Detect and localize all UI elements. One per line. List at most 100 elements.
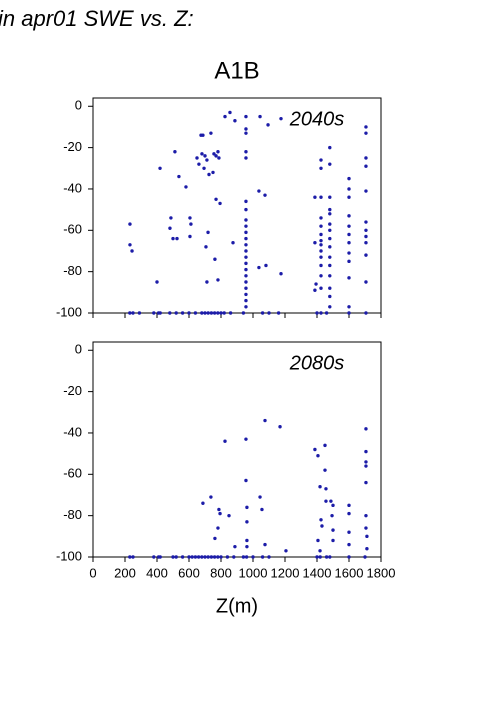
data-point <box>328 195 332 199</box>
data-point <box>244 286 248 290</box>
data-point <box>315 555 319 559</box>
data-point <box>365 547 369 551</box>
data-point <box>214 197 218 201</box>
data-point <box>276 311 281 315</box>
data-point <box>137 311 142 315</box>
data-point <box>347 232 351 237</box>
data-point <box>328 263 332 268</box>
data-point <box>264 263 268 268</box>
data-point <box>222 311 226 315</box>
data-point <box>244 224 248 228</box>
data-point <box>131 311 135 315</box>
data-point <box>217 507 221 512</box>
data-point <box>214 154 218 158</box>
data-point <box>206 230 210 235</box>
data-point <box>279 116 283 121</box>
data-point <box>363 555 367 559</box>
y-tick-label: -80 <box>63 263 82 278</box>
data-point <box>364 464 368 468</box>
data-point <box>174 555 178 559</box>
data-point <box>174 311 178 315</box>
data-point <box>260 555 265 559</box>
data-point <box>184 185 188 189</box>
data-point <box>347 251 351 255</box>
data-point <box>193 311 198 315</box>
data-point <box>328 555 332 559</box>
data-point <box>207 172 211 177</box>
data-point <box>319 158 323 162</box>
data-point <box>347 214 351 218</box>
data-point <box>258 114 262 119</box>
data-point <box>228 311 233 315</box>
data-point <box>209 311 214 315</box>
data-point <box>328 286 332 290</box>
data-point <box>180 555 185 559</box>
data-point <box>155 280 159 284</box>
data-point <box>206 311 210 315</box>
data-point <box>318 555 322 559</box>
data-point <box>330 513 334 518</box>
data-point <box>364 427 368 431</box>
data-point <box>314 282 318 286</box>
data-point <box>364 241 368 245</box>
data-point <box>328 162 332 166</box>
data-point <box>320 524 324 528</box>
data-point <box>364 234 368 239</box>
data-point <box>244 274 248 278</box>
data-point <box>364 253 368 257</box>
annotation: 2040s <box>289 108 345 130</box>
data-point <box>244 243 248 247</box>
data-point <box>318 485 322 489</box>
data-point <box>190 555 194 559</box>
data-point <box>212 311 217 315</box>
data-point <box>216 555 220 559</box>
data-point <box>266 123 270 127</box>
data-point <box>328 245 332 249</box>
data-point <box>228 110 232 115</box>
y-tick-label: -100 <box>56 304 82 319</box>
data-point <box>200 311 204 315</box>
data-point <box>244 230 248 235</box>
data-point <box>323 468 327 472</box>
data-point <box>313 447 317 452</box>
data-point <box>328 207 332 212</box>
data-point <box>203 311 207 315</box>
data-point <box>319 224 323 228</box>
data-point <box>328 236 332 241</box>
data-point <box>216 526 220 530</box>
data-point <box>244 156 248 160</box>
data-point <box>244 236 248 241</box>
y-tick-label: -40 <box>63 180 82 195</box>
data-point <box>328 294 332 299</box>
data-point <box>347 259 351 264</box>
data-point <box>158 166 162 170</box>
data-point <box>245 544 249 549</box>
data-point <box>233 544 237 549</box>
data-point <box>328 212 332 216</box>
data-point <box>205 280 209 284</box>
data-point <box>212 152 216 156</box>
data-point <box>347 224 351 228</box>
data-point <box>364 449 368 454</box>
y-tick-label: -20 <box>63 383 82 398</box>
data-point <box>231 241 235 245</box>
x-axis-label: Z(m) <box>216 595 258 617</box>
data-point <box>267 555 271 559</box>
data-point <box>241 555 246 559</box>
data-point <box>319 216 323 220</box>
data-point <box>331 503 335 508</box>
data-point <box>347 503 351 508</box>
data-point <box>365 534 369 539</box>
data-point <box>152 555 156 559</box>
data-point <box>180 311 185 315</box>
data-point <box>324 555 329 559</box>
data-point <box>244 199 248 204</box>
data-point <box>245 520 249 524</box>
data-point <box>324 487 328 491</box>
data-point <box>364 228 368 233</box>
data-point <box>347 311 351 315</box>
data-point <box>279 272 283 276</box>
data-point <box>244 207 248 212</box>
data-point <box>209 495 213 499</box>
data-point <box>218 511 222 516</box>
